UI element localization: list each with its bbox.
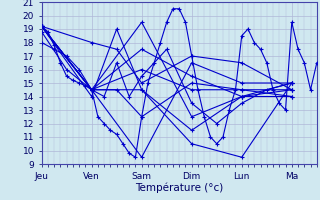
X-axis label: Température (°c): Température (°c) (135, 182, 223, 193)
